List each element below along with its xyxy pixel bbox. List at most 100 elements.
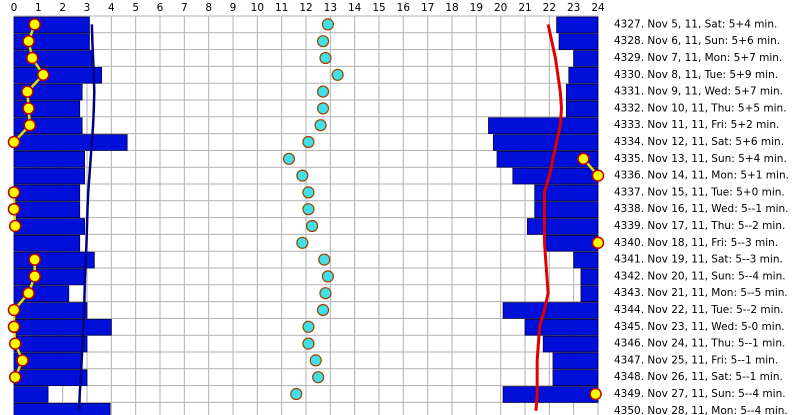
yellow-dot: [8, 370, 22, 384]
row-label: 4342. Nov 20, 11, Sun: 5--4 min.: [614, 270, 786, 282]
yellow-dot: [591, 169, 605, 182]
evening-bar: [496, 150, 599, 168]
cyan-dot: [302, 135, 315, 149]
row-label: 4344. Nov 22, 11, Tue: 5--2 min.: [614, 304, 784, 316]
cyan-dot: [318, 253, 331, 266]
x-tick-label: 5: [132, 2, 139, 14]
evening-bar: [573, 251, 599, 269]
cyan-dot: [321, 18, 334, 31]
yellow-dot: [7, 202, 21, 216]
evening-bar: [568, 67, 599, 84]
cyan-dot: [302, 320, 315, 333]
morning-bar: [13, 402, 111, 415]
x-tick-label: 19: [470, 2, 483, 14]
cyan-dot: [290, 387, 303, 401]
evening-bar: [502, 386, 599, 403]
x-tick-label: 18: [445, 2, 458, 14]
row-label: 4330. Nov 8, 11, Tue: 5+9 min.: [614, 69, 778, 81]
yellow-dot: [28, 270, 41, 283]
x-tick-label: 15: [372, 2, 385, 14]
yellow-dot: [577, 152, 590, 166]
morning-bar: [13, 134, 128, 151]
evening-bar: [573, 50, 599, 67]
evening-bar: [580, 285, 599, 302]
cyan-dot: [316, 35, 330, 48]
row-label: 4338. Nov 16, 11, Wed: 5--1 min.: [614, 203, 788, 215]
x-tick-label: 7: [181, 2, 188, 14]
row-label: 4328. Nov 6, 11, Sun: 5+6 min.: [614, 35, 780, 47]
yellow-dot: [23, 118, 37, 132]
trend-line-evening: [534, 24, 564, 411]
row-label: 4347. Nov 25, 11, Fri: 5--1 min.: [614, 354, 778, 366]
x-tick-label: 8: [205, 2, 212, 14]
evening-bar: [552, 369, 599, 386]
row-label: 4349. Nov 27, 11, Sun: 5--4 min.: [614, 388, 786, 400]
evening-bar: [527, 218, 599, 235]
cyan-dot: [316, 85, 330, 98]
evening-bar: [512, 167, 599, 185]
cyan-dot: [316, 303, 330, 317]
morning-bar: [13, 268, 85, 286]
row-label: 4337. Nov 15, 11, Tue: 5+0 min.: [614, 186, 785, 198]
morning-bar: [13, 251, 95, 269]
x-tick-label: 16: [397, 2, 411, 14]
row-label: 4333. Nov 11, 11, Fri: 5+2 min.: [614, 119, 779, 131]
row-label: 4348. Nov 26, 11, Sat: 5--1 min.: [614, 371, 783, 383]
evening-bar: [502, 302, 599, 319]
cyan-dot: [296, 169, 309, 182]
morning-bar: [13, 16, 90, 34]
yellow-dot: [16, 354, 29, 367]
x-tick-label: 1: [35, 2, 42, 14]
row-label: 4341. Nov 19, 11, Sat: 5--3 min.: [614, 254, 783, 266]
evening-bar: [544, 234, 599, 252]
x-tick-label: 12: [299, 2, 312, 14]
x-tick-label: 4: [108, 2, 115, 14]
x-tick-label: 17: [421, 2, 434, 14]
x-tick-label: 21: [518, 2, 531, 14]
row-label: 4329. Nov 7, 11, Mon: 5+7 min.: [614, 52, 782, 64]
morning-bar: [13, 302, 88, 319]
yellow-dot: [8, 337, 22, 350]
x-tick-label: 0: [11, 2, 18, 14]
morning-bar: [13, 150, 85, 168]
x-tick-label: 2: [59, 2, 66, 14]
morning-bar: [13, 318, 112, 336]
cyan-dot: [319, 51, 332, 65]
x-tick-label: 6: [157, 2, 164, 14]
yellow-dot: [28, 253, 41, 266]
evening-bar: [565, 83, 599, 101]
morning-bar: [13, 218, 85, 235]
row-label: 4335. Nov 13, 11, Sun: 5+4 min.: [614, 153, 787, 165]
row-label: 4336. Nov 14, 11, Mon: 5+1 min.: [614, 170, 789, 182]
x-tick-label: 22: [543, 2, 556, 14]
row-label: 4343. Nov 21, 11, Mon: 5--5 min.: [614, 287, 788, 299]
evening-bar: [556, 16, 599, 34]
cyan-dot: [296, 236, 309, 249]
row-label: 4346. Nov 24, 11, Thu: 5--1 min.: [614, 338, 785, 350]
yellow-dot: [7, 303, 21, 317]
yellow-dot: [22, 286, 35, 300]
yellow-dot: [7, 135, 21, 149]
yellow-dot: [22, 34, 35, 48]
cyan-dot: [331, 68, 344, 81]
evening-bar: [565, 100, 599, 118]
x-tick-label: 10: [251, 2, 264, 14]
x-tick-label: 24: [591, 2, 605, 14]
cyan-dot: [321, 270, 334, 283]
cyan-dot: [316, 102, 330, 115]
row-label: 4332. Nov 10, 11, Thu: 5+5 min.: [614, 102, 787, 114]
evening-bar: [558, 33, 599, 50]
cyan-dot: [309, 354, 322, 367]
yellow-dot: [591, 236, 605, 250]
cyan-dot: [319, 287, 332, 300]
x-tick-label: 20: [494, 2, 507, 14]
morning-bar: [13, 67, 102, 84]
morning-bar: [13, 369, 88, 386]
morning-bar: [13, 184, 81, 202]
cyan-dot: [314, 119, 327, 132]
morning-bar: [13, 335, 88, 353]
yellow-dot: [589, 387, 602, 401]
yellow-dot: [8, 219, 22, 233]
